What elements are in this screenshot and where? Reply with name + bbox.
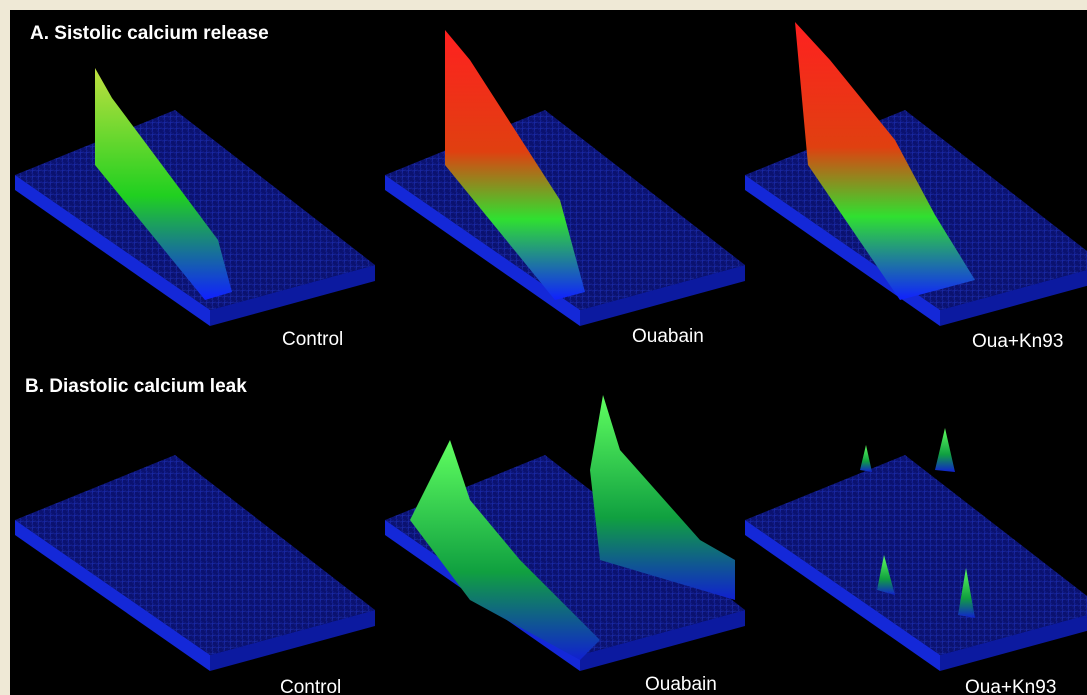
panel-label: Ouabain <box>632 326 704 347</box>
panel-label: Oua+Kn93 <box>965 677 1056 695</box>
panel-label: Oua+Kn93 <box>972 331 1063 352</box>
figure: A. Sistolic calcium release Control Ouab… <box>0 0 1087 695</box>
panel-label: Ouabain <box>645 674 717 695</box>
panel-label: Control <box>282 329 343 350</box>
panel-label: Control <box>280 677 341 695</box>
panel-title: B. Diastolic calcium leak <box>25 376 247 397</box>
page: A. Sistolic calcium release Control Ouab… <box>0 0 1087 695</box>
panel-title: A. Sistolic calcium release <box>30 23 269 44</box>
